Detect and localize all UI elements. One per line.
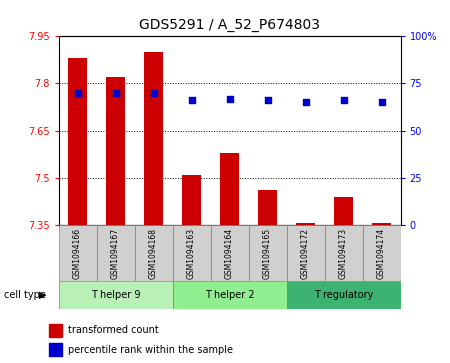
Bar <box>211 225 248 281</box>
Text: GSM1094173: GSM1094173 <box>339 228 348 279</box>
Text: GSM1094174: GSM1094174 <box>377 228 386 279</box>
Bar <box>182 175 201 225</box>
Text: T helper 2: T helper 2 <box>205 290 254 300</box>
Bar <box>49 343 62 356</box>
Text: GSM1094166: GSM1094166 <box>73 228 82 279</box>
Bar <box>58 281 172 309</box>
Bar <box>68 58 87 225</box>
Bar <box>296 224 315 225</box>
Text: T helper 9: T helper 9 <box>91 290 140 300</box>
Point <box>112 90 119 96</box>
Point <box>74 90 81 96</box>
Text: GSM1094165: GSM1094165 <box>263 228 272 279</box>
Point <box>150 90 157 96</box>
Point <box>264 98 271 103</box>
Bar <box>106 77 125 225</box>
Bar <box>135 225 172 281</box>
Bar <box>372 224 391 225</box>
Bar <box>334 197 353 225</box>
Title: GDS5291 / A_52_P674803: GDS5291 / A_52_P674803 <box>139 19 320 33</box>
Text: GSM1094172: GSM1094172 <box>301 228 310 279</box>
Bar <box>58 225 96 281</box>
Bar <box>96 225 135 281</box>
Point <box>340 98 347 103</box>
Bar <box>172 281 287 309</box>
Bar <box>220 153 239 225</box>
Bar <box>144 52 163 225</box>
Bar <box>287 225 324 281</box>
Text: GSM1094167: GSM1094167 <box>111 228 120 279</box>
Point <box>378 99 385 105</box>
Text: percentile rank within the sample: percentile rank within the sample <box>68 345 233 355</box>
Bar <box>49 324 62 337</box>
Point <box>188 98 195 103</box>
Text: ▶: ▶ <box>39 290 46 300</box>
Text: cell type: cell type <box>4 290 46 300</box>
Bar <box>258 191 277 225</box>
Point <box>226 96 233 102</box>
Bar <box>172 225 211 281</box>
Text: transformed count: transformed count <box>68 325 159 335</box>
Point <box>302 99 309 105</box>
Bar <box>324 225 363 281</box>
Bar <box>363 225 400 281</box>
Text: GSM1094164: GSM1094164 <box>225 228 234 279</box>
Text: GSM1094168: GSM1094168 <box>149 228 158 279</box>
Bar <box>287 281 400 309</box>
Text: GSM1094163: GSM1094163 <box>187 228 196 279</box>
Bar <box>248 225 287 281</box>
Text: T regulatory: T regulatory <box>314 290 373 300</box>
